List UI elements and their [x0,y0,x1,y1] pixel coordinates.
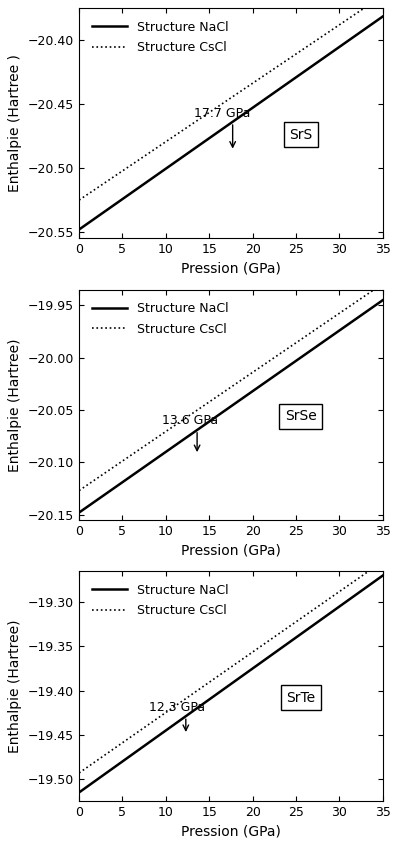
X-axis label: Pression (GPa): Pression (GPa) [181,262,281,276]
Y-axis label: Enthalpie (Hartree ): Enthalpie (Hartree ) [8,54,22,192]
Structure NaCl [373,17,378,27]
Structure CsCl [373,562,378,572]
Structure NaCl [257,97,262,108]
Line: Structure NaCl: Structure NaCl [79,576,383,793]
Structure CsCl [241,85,246,95]
Text: SrS: SrS [289,128,312,142]
Y-axis label: Enthalpie (Hartree): Enthalpie (Hartree) [8,619,22,753]
Structure NaCl [257,381,262,391]
Structure NaCl [223,122,227,132]
Line: Structure CsCl: Structure CsCl [79,562,383,773]
Structure NaCl [373,300,378,310]
Structure CsCl [326,316,330,326]
Structure NaCl [241,392,246,402]
X-axis label: Pression (GPa): Pression (GPa) [181,543,281,557]
Structure NaCl [221,124,226,134]
Text: 13.6 GPa: 13.6 GPa [162,413,218,427]
Text: SrTe: SrTe [286,690,315,705]
Line: Structure NaCl: Structure NaCl [79,16,383,230]
Structure NaCl [380,11,385,21]
Structure NaCl [223,406,227,416]
Structure CsCl [257,363,262,373]
Structure NaCl [326,50,330,60]
Structure NaCl [380,295,385,305]
Structure CsCl [380,556,385,567]
Structure CsCl [241,374,246,384]
Structure NaCl [221,684,226,695]
Structure NaCl [326,610,330,620]
Y-axis label: Enthalpie (Hartree): Enthalpie (Hartree) [8,338,22,472]
Structure CsCl [257,74,262,84]
Structure NaCl [221,407,226,417]
Structure NaCl [257,658,262,668]
Structure NaCl [326,334,330,344]
Line: Structure CsCl: Structure CsCl [79,284,383,490]
Structure CsCl [77,485,81,495]
Text: 17.7 GPa: 17.7 GPa [194,107,250,119]
Structure CsCl [77,768,81,778]
Structure CsCl [380,279,385,289]
Structure CsCl [77,195,81,205]
Structure CsCl [326,27,330,37]
Structure NaCl [77,507,81,518]
Structure CsCl [223,97,227,107]
Structure CsCl [373,0,378,6]
Structure CsCl [373,284,378,294]
Structure NaCl [241,670,246,680]
Legend: Structure NaCl, Structure CsCl: Structure NaCl, Structure CsCl [85,296,235,342]
X-axis label: Pression (GPa): Pression (GPa) [181,825,281,839]
Structure NaCl [77,788,81,798]
Legend: Structure NaCl, Structure CsCl: Structure NaCl, Structure CsCl [85,14,235,61]
Structure CsCl [221,667,226,678]
Structure CsCl [257,642,262,652]
Structure CsCl [326,595,330,605]
Line: Structure CsCl: Structure CsCl [79,0,383,200]
Legend: Structure NaCl, Structure CsCl: Structure NaCl, Structure CsCl [85,578,235,623]
Structure CsCl [221,98,226,108]
Structure CsCl [221,387,226,397]
Structure CsCl [241,653,246,663]
Structure NaCl [223,683,227,693]
Structure NaCl [380,571,385,581]
Line: Structure NaCl: Structure NaCl [79,300,383,512]
Structure CsCl [223,666,227,676]
Text: 12.3 GPa: 12.3 GPa [148,700,205,714]
Structure NaCl [241,109,246,119]
Text: SrSe: SrSe [285,409,317,424]
Structure CsCl [223,386,227,396]
Structure NaCl [373,576,378,586]
Structure NaCl [77,224,81,235]
